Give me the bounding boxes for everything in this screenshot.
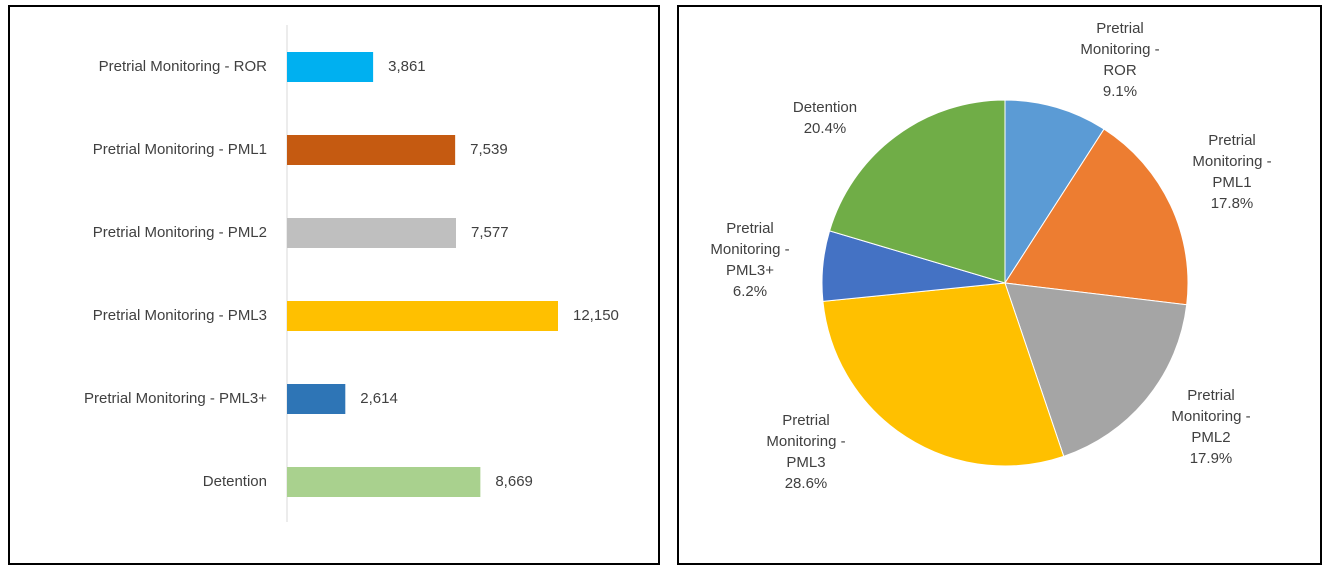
category-label: Pretrial Monitoring - PML3 <box>766 412 846 471</box>
category-label: Pretrial Monitoring - PML3+ <box>84 390 267 407</box>
bar <box>287 52 374 82</box>
value-label: 7,577 <box>471 224 509 241</box>
bar <box>287 135 456 165</box>
slice-label: Pretrial Monitoring - PML3 28.6% <box>748 410 864 494</box>
value-label: 12,150 <box>573 307 619 324</box>
category-label: Pretrial Monitoring - PML1 <box>93 141 267 158</box>
bar <box>287 467 481 497</box>
value-label: 6.2% <box>732 283 768 300</box>
pie-slice <box>828 99 1006 284</box>
slice-label: Pretrial Monitoring - PML2 17.9% <box>1153 385 1269 469</box>
category-label: Pretrial Monitoring - PML3 <box>93 307 267 324</box>
value-label: 17.9% <box>1189 450 1233 467</box>
category-label: Pretrial Monitoring - ROR <box>1080 20 1160 79</box>
pie-slice <box>1004 128 1189 306</box>
category-label: Detention <box>792 99 858 116</box>
value-label: 8,669 <box>495 473 533 490</box>
pie-slice <box>822 282 1065 467</box>
category-label: Detention <box>203 473 267 490</box>
slice-label: Pretrial Monitoring - ROR 9.1% <box>1062 18 1178 102</box>
value-label: 17.8% <box>1210 195 1254 212</box>
category-label: Pretrial Monitoring - PML1 <box>1192 132 1272 191</box>
pie-slice <box>1004 99 1105 285</box>
page: Pretrial Monitoring - ROR 3,861 Pretrial M… <box>8 5 1322 565</box>
value-label: 9.1% <box>1102 83 1138 100</box>
bar <box>287 301 558 331</box>
value-label: 2,614 <box>360 390 398 407</box>
category-label: Pretrial Monitoring - PML2 <box>1171 387 1251 446</box>
value-label: 20.4% <box>803 120 847 137</box>
bar <box>287 384 346 414</box>
bar <box>287 218 457 248</box>
category-label: Pretrial Monitoring - PML2 <box>93 224 267 241</box>
charts: Pretrial Monitoring - ROR 3,861 Pretrial M… <box>84 25 1189 522</box>
slice-label: Pretrial Monitoring - PML1 17.8% <box>1174 130 1290 214</box>
category-label: Pretrial Monitoring - PML3+ <box>710 220 790 279</box>
slice-label: Pretrial Monitoring - PML3+ 6.2% <box>692 218 808 302</box>
slice-label: Detention 20.4% <box>767 97 883 139</box>
category-label: Pretrial Monitoring - ROR <box>99 58 268 75</box>
value-label: 28.6% <box>784 475 828 492</box>
pie-slice <box>1004 282 1188 457</box>
value-label: 7,539 <box>470 141 508 158</box>
value-label: 3,861 <box>388 58 426 75</box>
